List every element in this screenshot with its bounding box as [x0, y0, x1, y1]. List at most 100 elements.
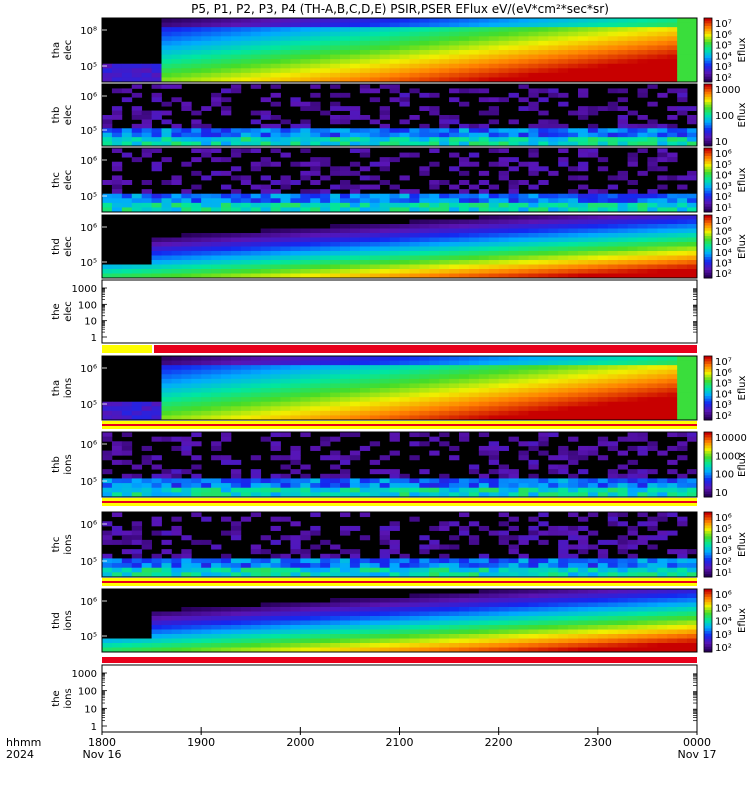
heatmap-cell	[370, 18, 380, 23]
heatmap-cell	[528, 531, 538, 536]
heatmap-cell	[449, 68, 459, 73]
heatmap-cell	[350, 361, 360, 366]
heatmap-cell	[191, 68, 201, 73]
heatmap-cell	[588, 603, 598, 608]
heatmap-cell	[320, 474, 330, 479]
heatmap-cell	[588, 630, 598, 635]
heatmap-cell	[241, 568, 251, 573]
heatmap-cell	[152, 517, 162, 522]
heatmap-cell	[429, 594, 439, 599]
heatmap-cell	[449, 194, 459, 199]
heatmap-cell	[409, 441, 419, 446]
heatmap-cell	[290, 370, 300, 375]
heatmap-cell	[231, 521, 241, 526]
heatmap-cell	[509, 64, 519, 69]
heatmap-cell	[449, 535, 459, 540]
heatmap-cell	[469, 224, 479, 229]
heatmap-cell	[429, 437, 439, 442]
heatmap-cell	[439, 194, 449, 199]
heatmap-cell	[152, 411, 162, 416]
heatmap-cell	[310, 446, 320, 451]
heatmap-cell	[419, 361, 429, 366]
colorbar-tick-label: 10	[715, 488, 728, 499]
heatmap-cell	[191, 233, 201, 238]
heatmap-cell	[558, 242, 568, 247]
colorbar-tick-label: 10⁴	[715, 535, 732, 546]
heatmap-cell	[598, 27, 608, 32]
heatmap-cell	[132, 64, 142, 69]
heatmap-cell	[638, 269, 648, 274]
heatmap-cell	[489, 194, 499, 199]
heatmap-cell	[350, 374, 360, 379]
heatmap-cell	[568, 558, 578, 563]
heatmap-cell	[429, 238, 439, 243]
heatmap-cell	[439, 128, 449, 133]
heatmap-cell	[300, 393, 310, 398]
heatmap-cell	[390, 406, 400, 411]
heatmap-cell	[628, 625, 638, 630]
heatmap-cell	[300, 356, 310, 361]
heatmap-cell	[132, 115, 142, 120]
y-tick-label: 10⁸	[80, 26, 97, 37]
heatmap-cell	[519, 220, 529, 225]
heatmap-cell	[330, 488, 340, 493]
heatmap-cell	[310, 379, 320, 384]
heatmap-cell	[350, 133, 360, 138]
heatmap-cell	[400, 247, 410, 252]
heatmap-cell	[479, 634, 489, 639]
heatmap-cell	[687, 36, 697, 41]
heatmap-cell	[281, 175, 291, 180]
heatmap-cell	[241, 45, 251, 50]
heatmap-cell	[499, 133, 509, 138]
heatmap-cell	[102, 265, 112, 270]
heatmap-cell	[350, 64, 360, 69]
heatmap-cell	[390, 607, 400, 612]
heatmap-cell	[281, 23, 291, 28]
heatmap-cell	[479, 251, 489, 256]
heatmap-cell	[588, 124, 598, 129]
heatmap-cell	[479, 446, 489, 451]
heatmap-cell	[271, 189, 281, 194]
heatmap-cell	[191, 465, 201, 470]
heatmap-cell	[479, 133, 489, 138]
heatmap-cell	[261, 18, 271, 23]
heatmap-cell	[469, 265, 479, 270]
heatmap-cell	[370, 68, 380, 73]
heatmap-cell	[112, 643, 122, 648]
heatmap-cell	[360, 269, 370, 274]
heatmap-cell	[370, 621, 380, 626]
heatmap-cell	[667, 242, 677, 247]
heatmap-cell	[638, 32, 648, 37]
colorbar-tick-label: 10000	[715, 433, 747, 444]
heatmap-cell	[152, 93, 162, 98]
heatmap-cell	[628, 137, 638, 142]
heatmap-cell	[499, 251, 509, 256]
heatmap-cell	[400, 474, 410, 479]
heatmap-cell	[340, 432, 350, 437]
heatmap-cell	[281, 233, 291, 238]
heatmap-cell	[271, 269, 281, 274]
heatmap-cell	[191, 50, 201, 55]
heatmap-cell	[380, 411, 390, 416]
heatmap-cell	[509, 269, 519, 274]
heatmap-cell	[618, 603, 628, 608]
heatmap-cell	[241, 23, 251, 28]
heatmap-cell	[578, 215, 588, 220]
heatmap-cell	[380, 625, 390, 630]
heatmap-cell	[221, 73, 231, 78]
heatmap-cell	[558, 137, 568, 142]
heatmap-cell	[191, 124, 201, 129]
heatmap-cell	[657, 568, 667, 573]
heatmap-cell	[519, 625, 529, 630]
heatmap-cell	[261, 478, 271, 483]
heatmap-cell	[112, 478, 122, 483]
heatmap-cell	[191, 558, 201, 563]
heatmap-cell	[528, 36, 538, 41]
heatmap-cell	[499, 269, 509, 274]
heatmap-cell	[400, 625, 410, 630]
heatmap-cell	[499, 45, 509, 50]
heatmap-cell	[628, 18, 638, 23]
heatmap-cell	[350, 402, 360, 407]
heatmap-cell	[598, 616, 608, 621]
heatmap-cell	[241, 73, 251, 78]
